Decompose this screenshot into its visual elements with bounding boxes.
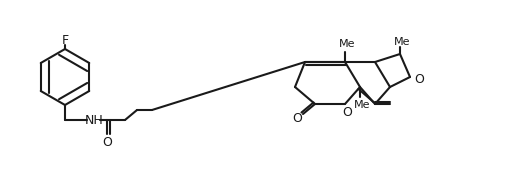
Text: Me: Me (394, 37, 410, 47)
Text: O: O (102, 136, 112, 148)
Text: O: O (342, 105, 352, 119)
Text: NH: NH (84, 114, 103, 126)
Text: O: O (414, 73, 424, 85)
Text: F: F (61, 34, 69, 46)
Text: Me: Me (339, 39, 355, 49)
Text: Me: Me (354, 100, 370, 110)
Text: O: O (292, 111, 302, 125)
